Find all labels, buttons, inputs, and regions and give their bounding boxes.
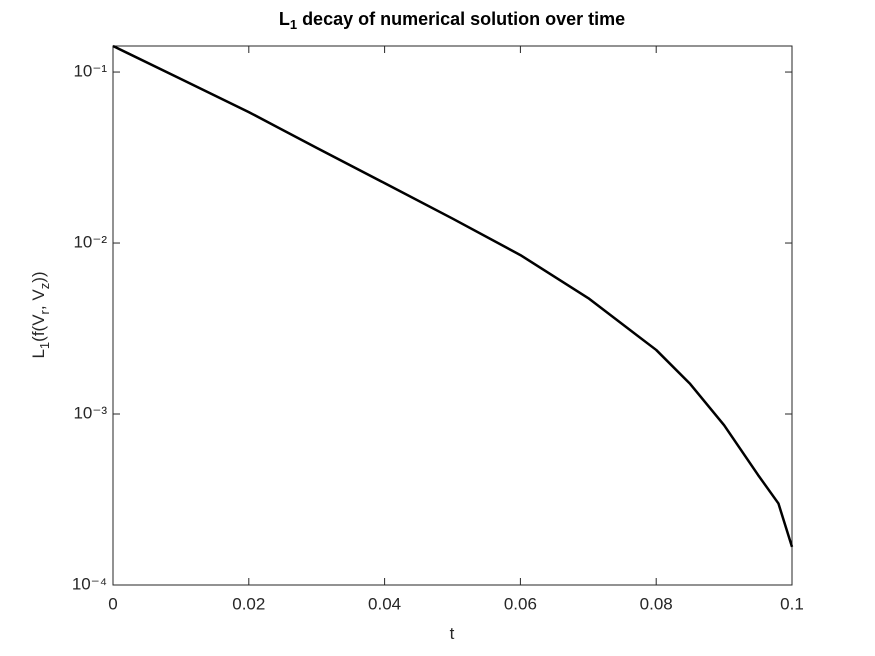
text-segment: t — [450, 624, 455, 643]
axes-box — [112, 45, 793, 586]
x-tick-label: 0 — [108, 594, 117, 613]
text-segment: L — [29, 349, 48, 358]
text-segment: (f(V — [29, 314, 48, 342]
text-segment: 1 — [290, 17, 297, 32]
x-tick-label: 0.08 — [640, 594, 673, 613]
line-series — [112, 44, 794, 548]
y-tick-label: 10⁻³ — [73, 403, 107, 422]
text-segment: )) — [29, 271, 48, 282]
x-axis-label: t — [450, 624, 455, 643]
text-segment: decay of numerical solution over time — [297, 9, 625, 29]
y-axis-label: L1(f(Vr, Vz)) — [29, 271, 52, 358]
text-segment: L — [279, 9, 290, 29]
chart-title: L1 decay of numerical solution over time — [279, 9, 625, 33]
x-tick-label: 0.04 — [368, 594, 401, 613]
text-segment: z — [37, 283, 52, 290]
text-segment: r — [37, 309, 52, 314]
x-tick-label: 0.02 — [232, 594, 265, 613]
y-tick-label: 10⁻⁴ — [72, 574, 107, 593]
text-segment: 1 — [37, 342, 52, 349]
text-segment: , V — [29, 289, 48, 310]
y-tick-label: 10⁻² — [73, 233, 107, 252]
y-tick-label: 10⁻¹ — [73, 62, 107, 81]
x-tick-label: 0.1 — [780, 594, 804, 613]
x-tick-label: 0.06 — [504, 594, 537, 613]
